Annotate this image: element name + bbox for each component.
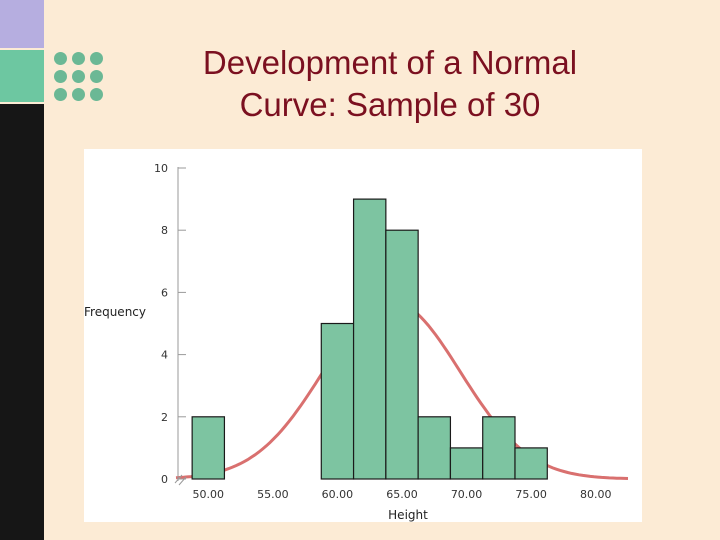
x-tick-label: 55.00 (257, 488, 289, 501)
x-tick-label: 60.00 (322, 488, 354, 501)
y-tick-label: 8 (161, 224, 168, 237)
x-tick-label: 70.00 (451, 488, 483, 501)
decor-dot (90, 52, 103, 65)
x-tick-label: 80.00 (580, 488, 612, 501)
histogram-bar (417, 416, 452, 480)
x-tick-label: 65.00 (386, 488, 418, 501)
x-tick-label: 75.00 (515, 488, 547, 501)
decor-dot (72, 52, 85, 65)
histogram-bar (514, 447, 548, 480)
histogram-bar (191, 416, 226, 480)
axis-layer: 0 2 4 6 8 10 50.00 55.00 60.00 65.00 70.00 75.00 80.… (154, 162, 611, 501)
slide-title-line-1: Development of a Normal (202, 44, 578, 81)
y-tick-label: 0 (161, 473, 168, 486)
decor-dot (54, 70, 67, 83)
sidebar-decoration (0, 0, 44, 540)
sidebar-black-block (0, 104, 44, 540)
histogram-chart: 0 2 4 6 8 10 50.00 55.00 60.00 65.00 70.00 75.00 80.… (84, 162, 629, 522)
decor-dot (72, 88, 85, 101)
y-axis-title: Frequency (84, 305, 146, 319)
histogram-bar (385, 229, 419, 480)
x-tick-label: 50.00 (193, 488, 225, 501)
histogram-bar (482, 416, 516, 480)
decor-dot (90, 70, 103, 83)
bars-layer (191, 198, 548, 480)
chart-panel: 0 2 4 6 8 10 50.00 55.00 60.00 65.00 70.00 75.00 80.… (84, 149, 642, 522)
y-tick-label: 4 (161, 349, 168, 362)
slide-title: Development of a Normal Curve: Sample of… (120, 42, 660, 126)
histogram-bar (320, 322, 355, 480)
decor-dot (90, 88, 103, 101)
y-tick-label: 6 (161, 286, 168, 299)
slide-title-line-2: Curve: Sample of 30 (239, 86, 541, 123)
y-tick-label: 10 (154, 162, 168, 175)
x-axis-title: Height (388, 508, 428, 522)
decor-dot (54, 88, 67, 101)
histogram-bar (352, 198, 387, 480)
histogram-bar (449, 447, 484, 480)
decor-dot (54, 52, 67, 65)
y-tick-label: 2 (161, 411, 168, 424)
sidebar-purple-block (0, 0, 44, 48)
sidebar-green-block (0, 50, 44, 102)
dots-decoration (52, 52, 112, 108)
decor-dot (72, 70, 85, 83)
